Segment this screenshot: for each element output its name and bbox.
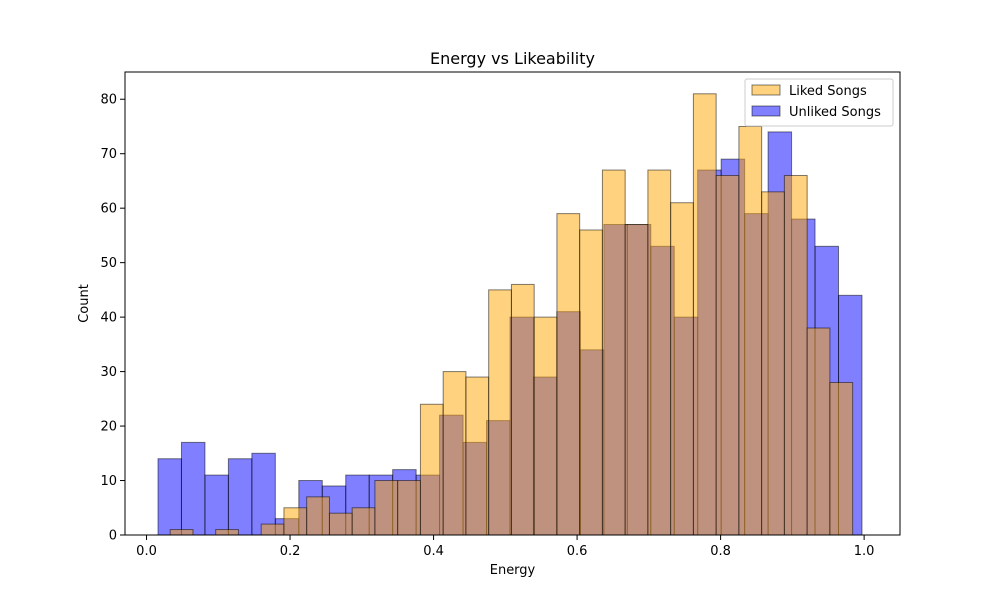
unliked-songs-bar bbox=[227, 458, 253, 536]
legend-swatch-unliked bbox=[751, 105, 781, 117]
unliked-songs-bar bbox=[157, 458, 182, 536]
liked-songs-bar bbox=[624, 224, 649, 536]
legend-box bbox=[744, 78, 894, 127]
x-tick-label: 0.4 bbox=[423, 544, 444, 559]
liked-songs-bar bbox=[556, 213, 581, 536]
y-axis-ticks: 0 10 20 30 40 50 60 70 80 bbox=[100, 93, 125, 544]
liked-songs-bar bbox=[670, 202, 694, 536]
legend-label-unliked: Unliked Songs bbox=[789, 105, 881, 120]
liked-songs-bar bbox=[260, 523, 285, 536]
liked-songs-bar bbox=[419, 403, 444, 536]
liked-songs-bar bbox=[647, 169, 672, 536]
liked-songs-bar bbox=[169, 529, 194, 536]
liked-songs-bar bbox=[692, 93, 717, 536]
legend: Liked Songs Unliked Songs bbox=[744, 78, 894, 127]
chart-title: Energy vs Likeability bbox=[430, 49, 595, 68]
y-tick-label: 0 bbox=[109, 529, 117, 544]
liked-songs-bar bbox=[715, 174, 740, 536]
liked-songs-bar bbox=[397, 480, 421, 536]
y-axis-label: Count bbox=[77, 284, 92, 323]
liked-songs-bars bbox=[169, 93, 854, 536]
liked-songs-bar bbox=[829, 381, 854, 536]
liked-songs-bar bbox=[579, 229, 603, 536]
liked-songs-bar bbox=[442, 371, 467, 536]
liked-songs-bar bbox=[328, 512, 353, 536]
liked-songs-bar bbox=[510, 283, 535, 536]
y-tick-label: 20 bbox=[100, 420, 117, 435]
unliked-songs-bar bbox=[251, 452, 276, 536]
unliked-songs-bar bbox=[204, 474, 229, 536]
legend-swatch-liked bbox=[751, 84, 781, 96]
liked-songs-bar bbox=[783, 174, 808, 536]
liked-songs-bar bbox=[215, 529, 239, 536]
x-tick-label: 0.2 bbox=[280, 544, 301, 559]
y-tick-label: 50 bbox=[100, 256, 117, 271]
legend-label-liked: Liked Songs bbox=[789, 84, 867, 99]
x-axis-ticks: 0.0 0.2 0.4 0.6 0.8 1.0 bbox=[136, 535, 874, 559]
liked-songs-bar bbox=[351, 507, 376, 536]
x-tick-label: 0.0 bbox=[136, 544, 157, 559]
liked-songs-bar bbox=[533, 316, 558, 536]
liked-songs-bar bbox=[465, 376, 490, 536]
liked-songs-bar bbox=[374, 480, 399, 536]
liked-songs-bar bbox=[738, 125, 763, 536]
x-tick-label: 1.0 bbox=[854, 544, 875, 559]
y-tick-label: 60 bbox=[100, 202, 117, 217]
plot-frame bbox=[124, 71, 901, 536]
y-tick-label: 40 bbox=[100, 311, 117, 326]
y-tick-label: 80 bbox=[100, 93, 117, 108]
liked-songs-bar bbox=[806, 327, 831, 536]
liked-songs-bar bbox=[306, 496, 330, 536]
liked-songs-bar bbox=[488, 289, 512, 536]
unliked-songs-bar bbox=[180, 441, 206, 536]
x-axis-label: Energy bbox=[490, 563, 536, 578]
y-tick-label: 30 bbox=[100, 365, 117, 380]
x-tick-label: 0.8 bbox=[710, 544, 731, 559]
liked-songs-bar bbox=[283, 507, 308, 536]
y-tick-label: 70 bbox=[100, 147, 117, 162]
liked-songs-bar bbox=[601, 169, 626, 536]
x-tick-label: 0.6 bbox=[567, 544, 588, 559]
y-tick-label: 10 bbox=[100, 474, 117, 489]
liked-songs-bar bbox=[761, 191, 785, 536]
